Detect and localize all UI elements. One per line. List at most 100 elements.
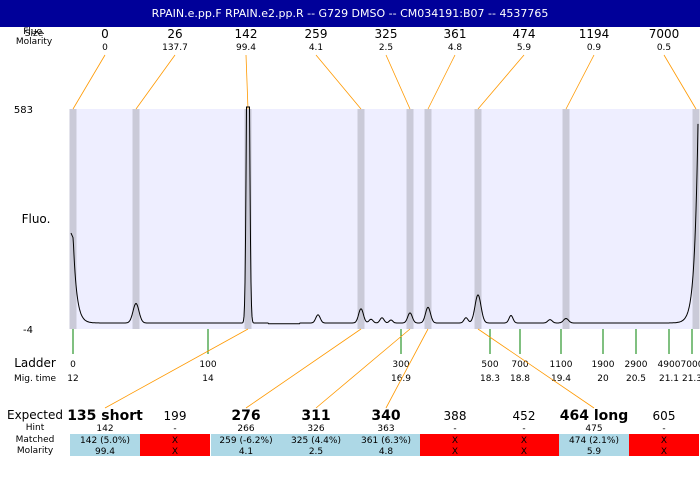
match-connector-line: [245, 328, 362, 409]
peak-connector-line: [72, 54, 106, 110]
match-cell: [140, 434, 210, 456]
peak-connector-line: [135, 54, 176, 110]
peak-connector-line: [385, 54, 411, 110]
peak-size-label: 7000: [649, 27, 680, 41]
peak-molarity-label: 99.4: [236, 43, 256, 53]
ladder-size-label: 300: [392, 360, 409, 370]
match-cell: [70, 434, 140, 456]
expected-label: Expected: [7, 408, 63, 422]
molarity-value: 2.5: [309, 447, 323, 457]
matched-value: X: [521, 436, 527, 446]
peak-molarity-label: 0: [102, 43, 108, 53]
ladder-size-label: 700: [511, 360, 528, 370]
ladder-mig-time-label: 19.4: [551, 374, 571, 384]
peak-molarity-label: 0.9: [587, 43, 602, 53]
marker-band: [69, 109, 77, 329]
match-connector-line: [477, 328, 595, 409]
molarity-value: 99.4: [95, 447, 115, 457]
expected-size-label: 276: [231, 408, 260, 424]
peak-size-label: 1194: [579, 27, 610, 41]
ladder-size-label: 0: [70, 360, 76, 370]
match-cell: [281, 434, 351, 456]
ladder-mig-time-label: 12: [67, 374, 78, 384]
hint-value: 363: [377, 424, 394, 434]
peak-size-label: 0: [101, 27, 109, 41]
ladder-size-label: 4900: [658, 360, 681, 370]
ladder-size-label: 7000: [681, 360, 700, 370]
peak-molarity-label: 5.9: [517, 43, 532, 53]
expected-size-label: 464 long: [560, 408, 629, 424]
molarity-value: 4.8: [379, 447, 394, 457]
hint-value: 142: [96, 424, 113, 434]
window-title: RPAIN.e.pp.F RPAIN.e2.pp.R -- G729 DMSO …: [0, 0, 700, 27]
match-cell: [351, 434, 421, 456]
molarity-value: X: [452, 447, 458, 457]
marker-band: [132, 109, 140, 329]
ladder-mig-time-label: 20.5: [626, 374, 646, 384]
peak-molarity-label: 4.1: [309, 43, 323, 53]
peak-connector-line: [315, 54, 362, 110]
peak-size-label: 325: [375, 27, 398, 41]
match-cell: [211, 434, 281, 456]
peak-molarity-label: 4.8: [448, 43, 463, 53]
peak-size-label: 361: [444, 27, 467, 41]
marker-band: [357, 109, 365, 329]
fluorescence-trace: [70, 106, 699, 325]
match-cell: [629, 434, 699, 456]
ladder-mig-time-label: 18.8: [510, 374, 530, 384]
peak-molarity-label: 2.5: [379, 43, 393, 53]
molarity-header: Molarity: [16, 37, 53, 47]
y-tick-label: -4: [23, 325, 33, 336]
mig-time-label: Mig. time: [14, 374, 56, 384]
molarity-value: X: [661, 447, 667, 457]
ladder-size-label: 1900: [592, 360, 615, 370]
peak-molarity-label: 137.7: [162, 43, 188, 53]
ladder-mig-time-label: 21.3: [682, 374, 700, 384]
marker-band: [424, 109, 432, 329]
ladder-mig-time-label: 21.1: [659, 374, 679, 384]
electropherogram-chart: SizeFluo.Molarity0026137.714299.42594.13…: [7, 27, 700, 457]
hint-value: -: [662, 424, 665, 434]
peak-size-label: 259: [305, 27, 328, 41]
marker-band: [406, 109, 414, 329]
hint-value: 475: [585, 424, 602, 434]
y-tick-label: 583: [14, 105, 33, 116]
match-connector-line: [315, 328, 411, 409]
plot-area: [70, 109, 699, 329]
ladder-mig-time-label: 14: [202, 374, 214, 384]
matched-value: 259 (-6.2%): [219, 436, 272, 446]
ladder-label: Ladder: [14, 356, 56, 370]
expected-size-label: 199: [164, 409, 187, 423]
y-axis-label: Fluo.: [22, 212, 51, 226]
matched-value: 325 (4.4%): [291, 436, 341, 446]
matched-value: 142 (5.0%): [80, 436, 130, 446]
hint-value: 326: [307, 424, 324, 434]
peak-connector-line: [427, 54, 456, 110]
molarity-value: 4.1: [239, 447, 253, 457]
peak-connector-line: [245, 54, 249, 110]
expected-size-label: 311: [301, 408, 330, 424]
matched-value: 361 (6.3%): [361, 436, 411, 446]
peak-size-label: 142: [235, 27, 258, 41]
ladder-mig-time-label: 20: [597, 374, 609, 384]
peak-size-label: 26: [167, 27, 182, 41]
matched-label: Matched: [16, 435, 55, 445]
molarity-value: X: [521, 447, 527, 457]
expected-size-label: 135 short: [67, 408, 143, 424]
match-cell: [420, 434, 490, 456]
marker-band: [562, 109, 570, 329]
marker-band: [244, 109, 252, 329]
hint-value: -: [453, 424, 456, 434]
matched-value: X: [172, 436, 178, 446]
expected-size-label: 340: [371, 408, 400, 424]
matched-value: 474 (2.1%): [569, 436, 619, 446]
expected-size-label: 388: [444, 409, 467, 423]
molarity-value: 5.9: [587, 447, 602, 457]
hint-value: -: [173, 424, 176, 434]
peak-size-label: 474: [513, 27, 536, 41]
marker-band: [474, 109, 482, 329]
ladder-mig-time-label: 18.3: [480, 374, 500, 384]
ladder-size-label: 1100: [550, 360, 573, 370]
fluo-header: Fluo.: [23, 27, 45, 37]
match-cell: [559, 434, 629, 456]
